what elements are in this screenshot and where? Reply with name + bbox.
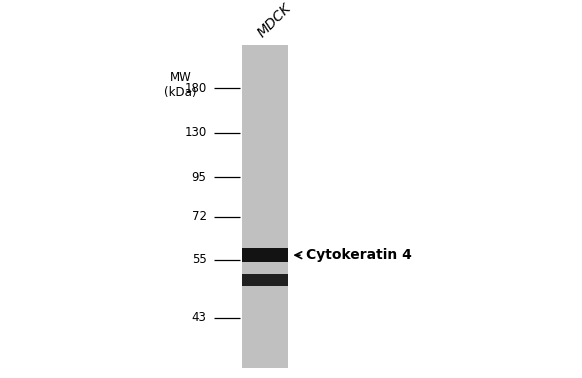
Text: 55: 55 [192, 253, 207, 266]
Bar [242, 45, 288, 368]
Text: MW
(kDa): MW (kDa) [164, 71, 197, 99]
Text: 43: 43 [191, 311, 207, 324]
Text: MDCK: MDCK [255, 1, 294, 40]
Bar [242, 274, 288, 286]
Text: 95: 95 [191, 171, 207, 184]
Text: 130: 130 [184, 126, 207, 139]
Text: Cytokeratin 4: Cytokeratin 4 [295, 248, 411, 262]
Bar [242, 248, 288, 262]
Text: 180: 180 [184, 82, 207, 94]
Text: 72: 72 [191, 210, 207, 223]
